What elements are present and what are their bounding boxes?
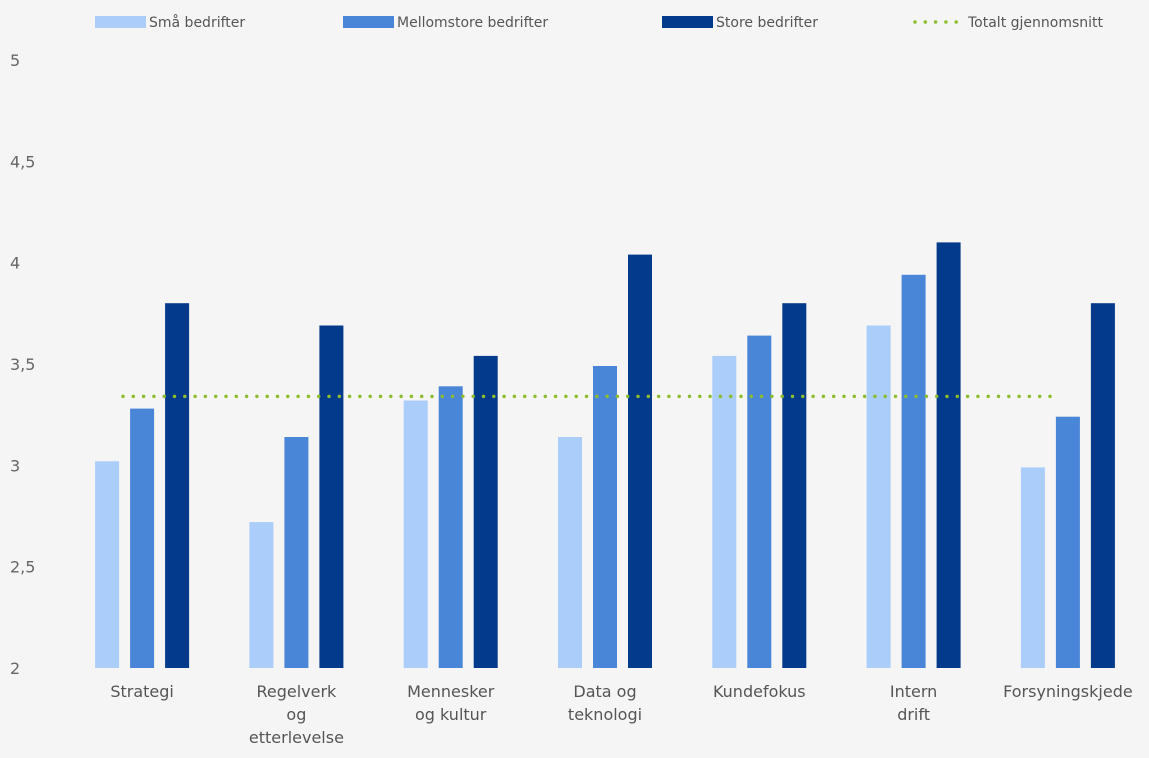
legend-swatch [95, 16, 146, 28]
bar-store-bedrifter [628, 254, 652, 668]
bar-sm-bedrifter [712, 355, 737, 668]
x-category-label: Strategi [110, 682, 174, 701]
x-category-label: Data og teknologi [568, 682, 642, 724]
bar-sm-bedrifter [558, 437, 582, 668]
bar-store-bedrifter [1090, 303, 1115, 668]
legend-swatch [662, 16, 713, 28]
bar-sm-bedrifter [403, 400, 428, 668]
bar-mellomstore-bedrifter [747, 335, 772, 668]
y-tick-label: 2,5 [10, 558, 35, 577]
bar-sm-bedrifter [1020, 467, 1045, 668]
bar-mellomstore-bedrifter [1055, 416, 1080, 668]
y-tick-label: 2 [10, 659, 20, 678]
legend: Små bedrifter Mellomstore bedrifter Store … [95, 14, 1104, 31]
x-category-label: Intern drift [890, 682, 937, 724]
legend-label: Mellomstore bedrifter [397, 15, 548, 31]
legend-swatch [343, 16, 394, 28]
legend-label: Totalt gjennomsnitt [967, 15, 1104, 31]
bar-mellomstore-bedrifter [438, 386, 463, 668]
bars [95, 242, 1115, 668]
bar-store-bedrifter [782, 303, 807, 668]
y-tick-label: 4 [10, 254, 20, 273]
legend-item-medium: Mellomstore bedrifter [343, 15, 548, 31]
legend-item-average: Totalt gjennomsnitt [913, 15, 1104, 31]
bar-mellomstore-bedrifter [901, 274, 926, 668]
y-tick-label: 3 [10, 456, 20, 475]
x-category-label: Kundefokus [713, 682, 806, 701]
bar-mellomstore-bedrifter [130, 408, 155, 668]
x-category-label: Forsyningskjede [1003, 682, 1133, 701]
bar-sm-bedrifter [866, 325, 891, 668]
x-category-label: Regelverk og etterlevelse [249, 682, 344, 747]
bar-store-bedrifter [165, 303, 190, 668]
y-tick-label: 4,5 [10, 152, 35, 171]
y-tick-label: 5 [10, 51, 20, 70]
legend-label: Små bedrifter [149, 14, 245, 31]
x-axis: Strategi Regelverk og etterlevelse Mennesker… [110, 682, 1132, 747]
x-category-label: Mennesker og kultur [407, 682, 495, 724]
y-tick-label: 3,5 [10, 355, 35, 374]
bar-sm-bedrifter [95, 461, 120, 668]
bar-store-bedrifter [936, 242, 961, 668]
legend-label: Store bedrifter [716, 15, 818, 31]
y-axis: 2 2,5 3 3,5 4 4,5 5 [10, 51, 35, 678]
bar-mellomstore-bedrifter [593, 366, 617, 668]
bar-mellomstore-bedrifter [284, 437, 309, 668]
bar-store-bedrifter [319, 325, 344, 668]
legend-item-large: Store bedrifter [662, 15, 818, 31]
legend-item-small: Små bedrifter [95, 14, 245, 31]
bar-store-bedrifter [473, 355, 498, 668]
bar-sm-bedrifter [249, 522, 274, 668]
